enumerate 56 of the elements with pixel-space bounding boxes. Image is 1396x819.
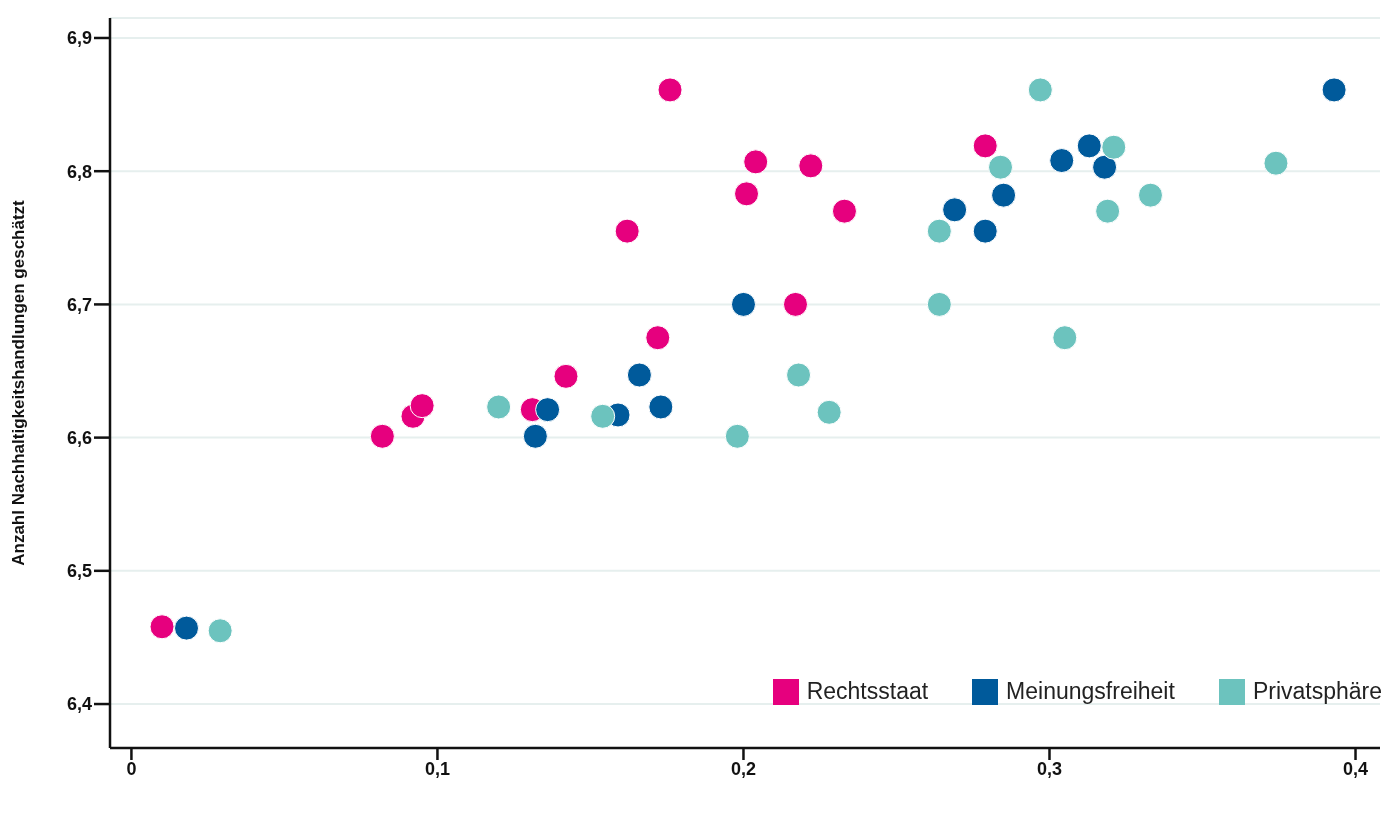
y-tick-label: 6,9 — [66, 28, 92, 49]
point — [724, 423, 750, 449]
y-tick-label: 6,7 — [66, 294, 92, 315]
point — [734, 181, 760, 207]
point — [1101, 134, 1127, 160]
legend-label: Rechtsstaat — [806, 678, 929, 705]
point — [1049, 148, 1075, 174]
point — [942, 197, 968, 223]
point — [645, 325, 671, 351]
point — [486, 394, 512, 420]
point — [1263, 150, 1289, 176]
point — [1052, 325, 1078, 351]
point — [522, 423, 548, 449]
point — [553, 363, 579, 389]
y-tick-label: 6,6 — [66, 428, 92, 449]
point — [991, 182, 1017, 208]
point — [657, 77, 683, 103]
point — [1092, 154, 1118, 180]
point — [535, 397, 561, 423]
point — [926, 218, 952, 244]
point — [626, 362, 652, 388]
point — [590, 403, 616, 429]
point — [614, 218, 640, 244]
point — [409, 393, 435, 419]
point — [1321, 77, 1347, 103]
x-tick-label: 0,4 — [1343, 758, 1369, 779]
point — [207, 618, 233, 644]
point — [1076, 133, 1102, 159]
point — [926, 291, 952, 317]
point — [1027, 77, 1053, 103]
point — [782, 291, 808, 317]
point — [972, 218, 998, 244]
legend-label: Meinungsfreiheit — [1006, 678, 1175, 705]
x-tick-label: 0,2 — [730, 758, 756, 779]
point — [1137, 182, 1163, 208]
point — [149, 614, 175, 640]
legend-label: Privatsphäre — [1252, 678, 1382, 705]
point — [972, 133, 998, 159]
x-tick-label: 0,3 — [1036, 758, 1063, 779]
point — [1095, 198, 1121, 224]
point — [174, 615, 200, 641]
point — [798, 153, 824, 179]
y-tick-label: 6,8 — [66, 161, 92, 182]
x-tick-label: 0 — [126, 758, 137, 779]
y-axis-title: Anzahl Nachhaltigkeitshandlungen geschätzt — [9, 199, 29, 566]
point — [743, 149, 769, 175]
point — [648, 394, 674, 420]
point — [730, 291, 756, 317]
point — [816, 399, 842, 425]
point — [988, 154, 1014, 180]
point — [369, 423, 395, 449]
y-tick-label: 6,4 — [66, 694, 92, 715]
point — [831, 198, 857, 224]
point — [786, 362, 812, 388]
y-tick-label: 6,5 — [66, 561, 92, 582]
x-tick-label: 0,1 — [424, 758, 450, 779]
